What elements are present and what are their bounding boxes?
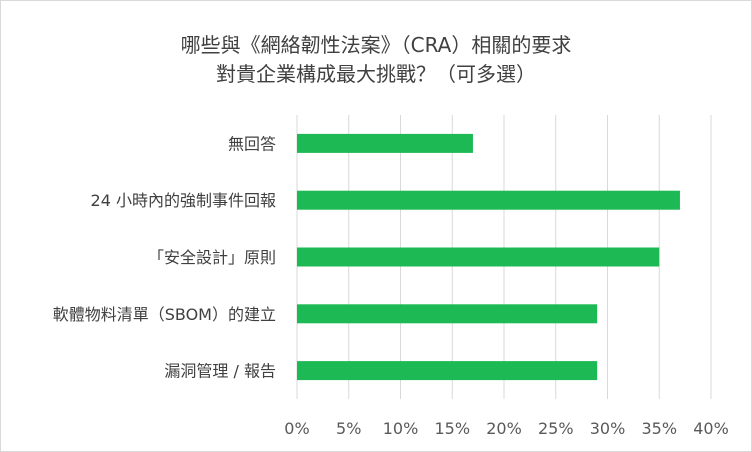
category-label: 24 小時內的強制事件回報 xyxy=(91,191,276,210)
x-tick-label: 20% xyxy=(486,419,522,438)
x-tick-label: 15% xyxy=(434,419,470,438)
bar xyxy=(297,133,473,153)
chart-title-line-1: 哪些與《網絡韌性法案》（CRA）相關的要求 xyxy=(180,33,572,57)
x-tick-label: 5% xyxy=(336,419,361,438)
category-label: 「安全設計」原則 xyxy=(148,248,276,267)
bar xyxy=(297,361,598,381)
x-tick-label: 40% xyxy=(693,419,729,438)
x-tick-label: 30% xyxy=(590,419,626,438)
category-label: 無回答 xyxy=(228,134,276,153)
x-tick-label: 25% xyxy=(538,419,574,438)
bar xyxy=(297,190,680,210)
category-label: 漏洞管理 / 報告 xyxy=(164,362,276,381)
chart-title-line-2: 對貴企業構成最大挑戰？（可多選） xyxy=(216,62,536,86)
x-tick-label: 0% xyxy=(284,419,309,438)
bar xyxy=(297,247,660,267)
x-tick-label: 10% xyxy=(383,419,419,438)
x-tick-label: 35% xyxy=(641,419,677,438)
category-label: 軟體物料清單（SBOM）的建立 xyxy=(53,305,276,324)
bar xyxy=(297,304,598,324)
